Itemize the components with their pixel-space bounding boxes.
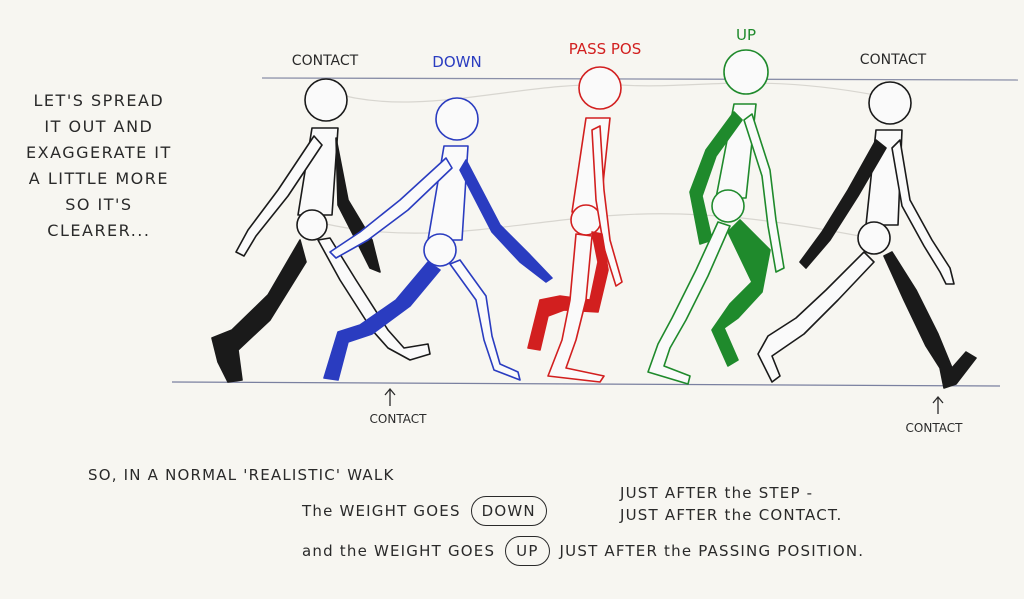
- contact-arrow-right: [932, 395, 944, 414]
- side-note-line: IT OUT AND: [44, 117, 154, 136]
- ground-line: [171, 381, 1001, 387]
- caption-line-4: and the WEIGHT GOES UP JUST AFTER the PA…: [302, 536, 864, 566]
- hip-path-line: [309, 213, 881, 241]
- pose-label-contact-2: CONTACT: [860, 52, 927, 68]
- caption-line-2-pre: The WEIGHT GOES: [302, 502, 461, 520]
- pose-label-contact-1: CONTACT: [292, 53, 359, 69]
- side-note-line: EXAGGERATE IT: [26, 143, 172, 162]
- head-height-line: [261, 77, 1019, 81]
- caption-line-3-post: JUST AFTER the CONTACT.: [620, 506, 843, 524]
- figure-pass-pos: [527, 66, 623, 383]
- contact-arrow-left: [384, 387, 396, 406]
- caption-line-2: The WEIGHT GOES DOWN: [302, 496, 551, 526]
- figure-down: [323, 97, 553, 381]
- figure-up: [647, 49, 785, 385]
- ground-label-contact-left: CONTACT: [370, 412, 428, 426]
- ground-label-contact-right: CONTACT: [906, 421, 964, 435]
- pose-label-pass-pos: PASS POS: [569, 40, 642, 58]
- caption-line-4-post: JUST AFTER the PASSING POSITION.: [559, 542, 865, 560]
- side-note-line: LET'S SPREAD: [33, 91, 165, 110]
- pose-label-up: UP: [736, 26, 756, 44]
- caption-line-4-pre: and the WEIGHT GOES: [302, 542, 496, 560]
- caption-line-1: SO, IN A NORMAL 'REALISTIC' WALK: [88, 466, 395, 484]
- down-pill: DOWN: [470, 496, 547, 526]
- figure-contact-1: [211, 78, 431, 383]
- side-note-line: A LITTLE MORE: [28, 169, 169, 188]
- side-note: LET'S SPREAD IT OUT AND EXAGGERATE IT A …: [26, 88, 172, 244]
- side-note-line: SO IT'S: [65, 195, 133, 214]
- up-pill: UP: [505, 536, 550, 566]
- caption-line-2-post: JUST AFTER the STEP -: [620, 484, 814, 502]
- side-note-line: CLEARER...: [47, 221, 151, 240]
- pose-label-down: DOWN: [432, 53, 481, 71]
- figure-contact-2: [757, 81, 977, 389]
